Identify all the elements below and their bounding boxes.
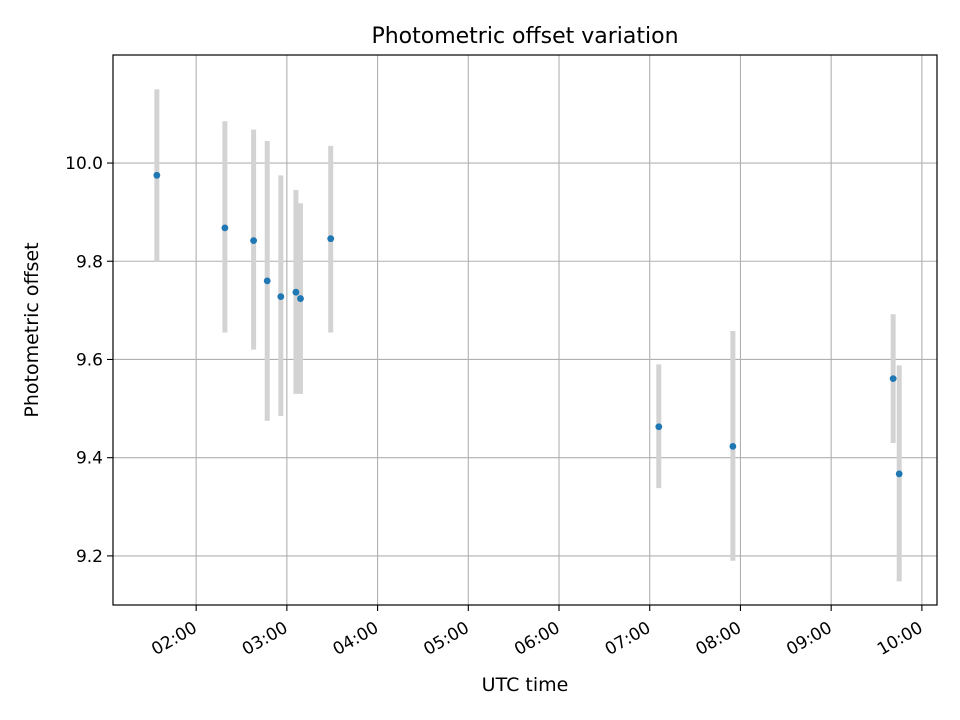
y-tick-label: 10.0	[65, 154, 103, 174]
y-tick-label: 9.6	[76, 350, 103, 370]
y-tick-label: 9.8	[76, 252, 103, 272]
grid	[113, 55, 937, 605]
data-point	[655, 423, 663, 431]
data-point	[250, 237, 258, 245]
data-point	[297, 295, 304, 302]
data-point	[292, 288, 300, 296]
data-point	[889, 375, 897, 383]
data-point	[327, 235, 335, 243]
x-axis-label: UTC time	[482, 674, 569, 696]
data-point	[153, 171, 161, 179]
y-axis-label: Photometric offset	[21, 242, 43, 417]
y-tick-label: 9.2	[76, 547, 103, 567]
y-tick-label: 9.4	[76, 449, 103, 469]
data-points	[153, 171, 903, 478]
data-point	[729, 442, 737, 450]
plot-frame	[112, 54, 938, 606]
chart-title: Photometric offset variation	[371, 24, 678, 49]
data-point	[221, 224, 229, 232]
y-axis: 9.2 9.4 9.6 9.8 10.0	[65, 154, 113, 567]
data-point	[263, 277, 271, 285]
data-point	[895, 470, 903, 478]
data-point	[277, 293, 285, 301]
